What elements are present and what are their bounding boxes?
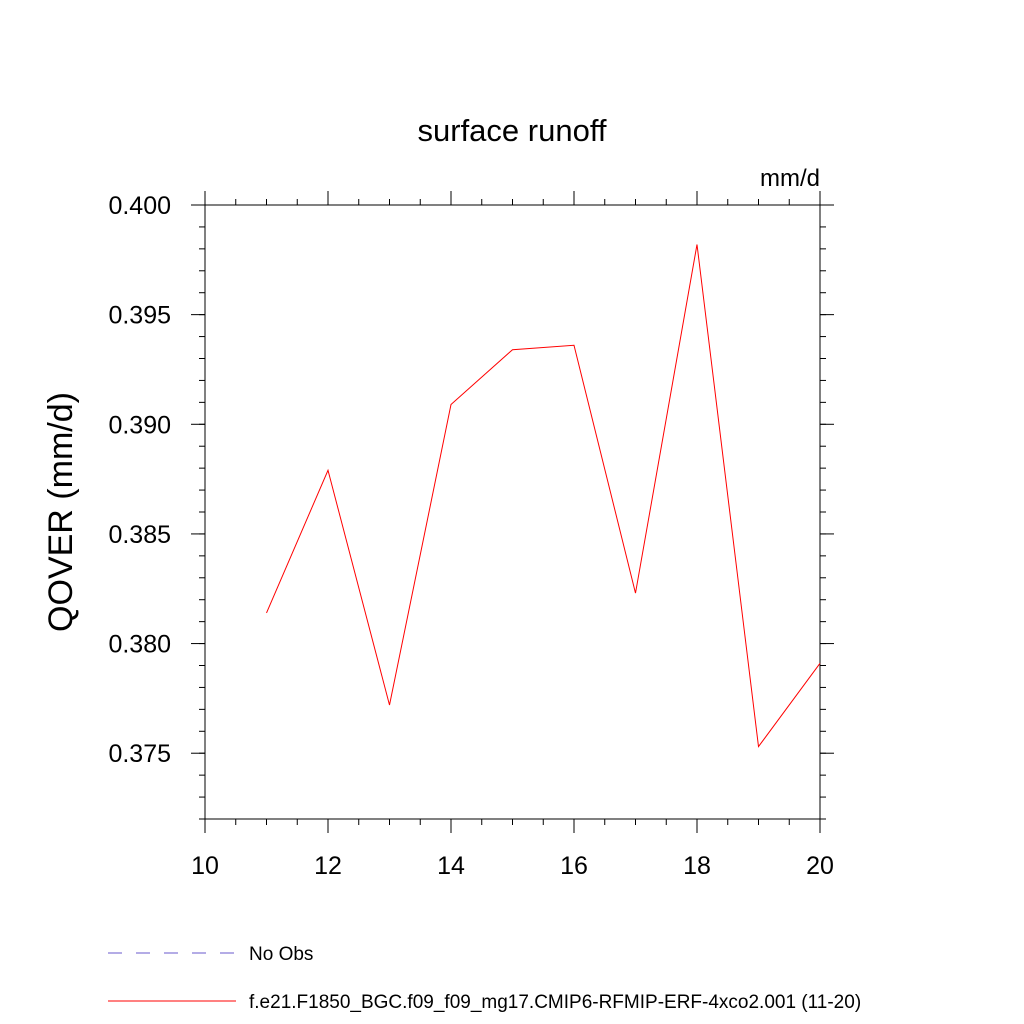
legend-label-no-obs: No Obs [249,944,313,965]
major-ticks [191,191,834,833]
y-tick-label: 0.390 [108,411,171,439]
legend-label-model: f.e21.F1850_BGC.f09_f09_mg17.CMIP6-RFMIP… [249,992,861,1013]
x-tick-label: 10 [191,852,219,880]
x-tick-label: 18 [683,852,711,880]
y-tick-label: 0.385 [108,521,171,549]
plot-border [204,204,821,820]
minor-ticks [199,199,826,825]
legend: No Obs f.e21.F1850_BGC.f09_f09_mg17.CMIP… [108,944,861,1013]
units-label: mm/d [760,165,820,192]
chart-title: surface runoff [418,113,607,148]
y-tick-label: 0.375 [108,740,171,768]
series-lines [266,244,821,748]
x-tick-label: 20 [806,852,834,880]
tick-labels: 10 12 14 16 18 20 0.375 0.380 0.385 0.390 0.395 0.4… [108,192,833,880]
x-tick-label: 16 [560,852,588,880]
x-tick-label: 12 [314,852,342,880]
y-tick-label: 0.380 [108,631,171,659]
series-line-0 [266,244,821,748]
x-tick-label: 14 [437,852,465,880]
plot-frame [204,204,821,820]
y-tick-label: 0.395 [108,302,171,330]
y-tick-label: 0.400 [108,192,171,220]
y-axis-label: QOVER (mm/d) [42,392,80,632]
